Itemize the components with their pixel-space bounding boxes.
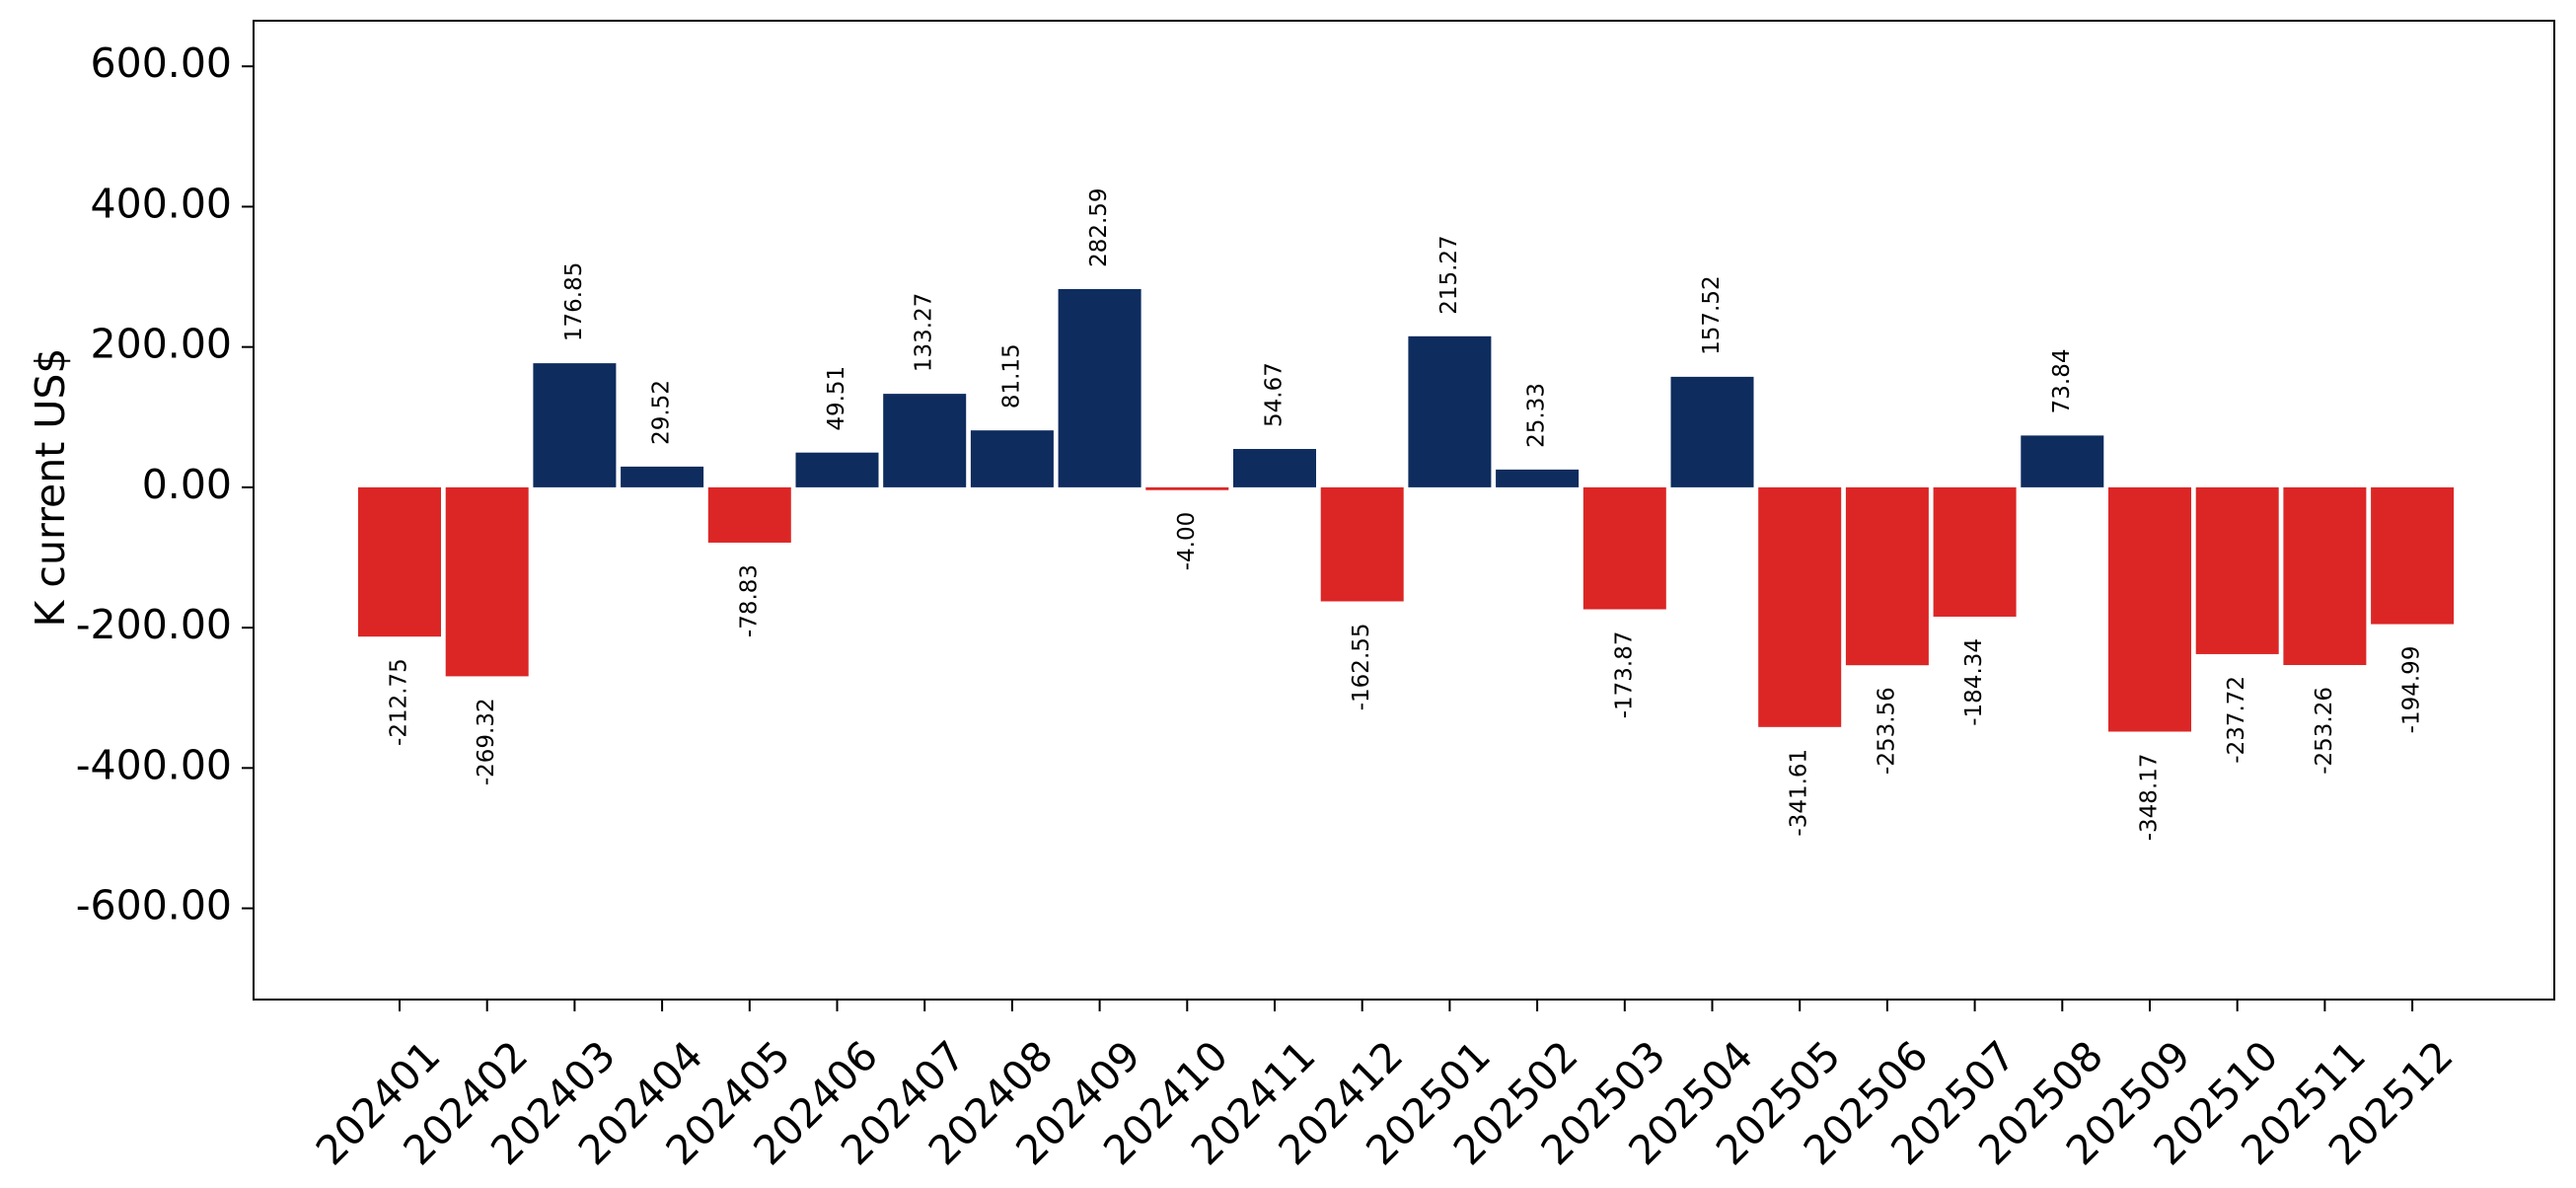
bar-value-label: 25.33 — [1524, 383, 1550, 448]
bar-value-label: -341.61 — [1787, 749, 1812, 837]
bar-202504 — [1670, 376, 1754, 487]
bar-value-label: 73.84 — [2049, 349, 2075, 414]
bar-value-label: -184.34 — [1961, 638, 1987, 726]
bar-202402 — [445, 486, 529, 677]
bar-202511 — [2283, 486, 2367, 665]
bar-202506 — [1845, 486, 1929, 666]
bar-value-label: 215.27 — [1436, 235, 1462, 314]
y-tick-label: -200.00 — [76, 601, 232, 648]
bar-202412 — [1320, 486, 1404, 602]
bar-202510 — [2195, 486, 2279, 654]
bar-202505 — [1758, 486, 1842, 727]
bar-202404 — [621, 466, 704, 487]
y-axis-label: K current US$ — [27, 348, 74, 628]
y-tick-label: 200.00 — [91, 321, 232, 368]
bar-202407 — [883, 394, 967, 487]
y-tick-label: 0.00 — [142, 461, 232, 508]
bar-202502 — [1496, 469, 1580, 487]
bar-value-label: -173.87 — [1611, 631, 1637, 719]
bar-202408 — [970, 430, 1054, 487]
bar-value-label: -237.72 — [2224, 676, 2249, 764]
bar-value-label: -194.99 — [2399, 646, 2425, 734]
bar-202405 — [707, 486, 791, 543]
bar-202401 — [358, 486, 441, 637]
y-tick-label: 400.00 — [91, 180, 232, 227]
bar-value-label: 81.15 — [998, 343, 1024, 408]
bar-value-label: 133.27 — [912, 293, 937, 372]
bar-value-label: -253.26 — [2312, 687, 2337, 775]
bar-value-label: 49.51 — [824, 366, 849, 431]
bar-202403 — [533, 363, 617, 487]
bar-202512 — [2371, 486, 2455, 625]
bar-202507 — [1933, 486, 2017, 617]
bar-labels-layer: -212.75 -269.32 176.85 29.52 -78.83 49.51 133.… — [387, 187, 2425, 841]
bar-value-label: 282.59 — [1086, 187, 1112, 266]
plot-frame — [253, 20, 2555, 1001]
bar-202501 — [1408, 335, 1492, 487]
bar-value-label: 54.67 — [1262, 362, 1288, 427]
y-axis: 600.00 400.00 200.00 0.00 -200.00 -400.00 -600… — [76, 39, 254, 929]
bar-value-label: -269.32 — [474, 698, 499, 785]
bar-value-label: 157.52 — [1699, 275, 1725, 354]
bar-202411 — [1233, 449, 1316, 487]
bar-value-label: -4.00 — [1174, 512, 1200, 571]
y-tick-label: 600.00 — [91, 39, 232, 87]
bar-202406 — [795, 452, 879, 487]
bar-value-label: -78.83 — [736, 564, 762, 637]
bar-value-label: 176.85 — [561, 262, 587, 341]
bar-value-label: -348.17 — [2137, 753, 2163, 841]
bar-202508 — [2021, 435, 2104, 487]
bar-202509 — [2108, 486, 2191, 732]
bar-202409 — [1058, 288, 1141, 487]
bar-value-label: -212.75 — [387, 658, 412, 746]
x-axis: 2024012024022024032024042024052024062024… — [307, 1000, 2463, 1174]
bar-value-label: -162.55 — [1349, 623, 1374, 710]
bars-layer — [358, 288, 2455, 732]
bar-202503 — [1582, 486, 1666, 610]
bar-value-label: -253.56 — [1874, 687, 1899, 775]
bar-202410 — [1145, 486, 1229, 490]
bar-value-label: 29.52 — [649, 380, 675, 445]
y-tick-label: -400.00 — [76, 741, 232, 788]
y-tick-label: -600.00 — [76, 882, 232, 929]
